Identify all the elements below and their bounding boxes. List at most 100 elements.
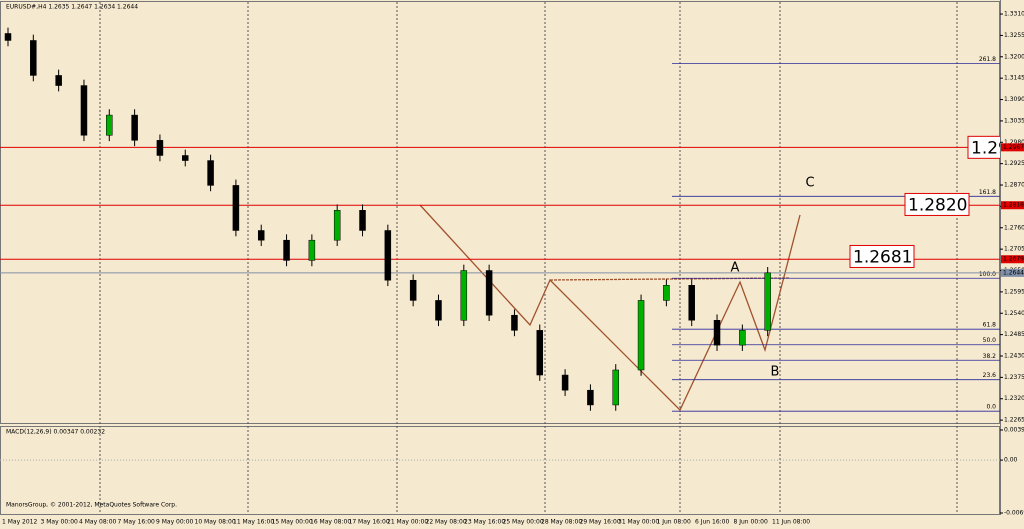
candle-body [663, 285, 670, 301]
main-frame [0, 1, 1000, 424]
candle-body [359, 210, 366, 231]
candle-body [688, 285, 695, 321]
macd-tick-label: -0.00698 [1004, 510, 1024, 517]
candle-body [485, 270, 493, 316]
x-tick-label: 17 May 16:00 [349, 519, 390, 526]
macd-label: MACD(12,26,9) 0.00347 0.00232 [6, 429, 105, 436]
callout: 1.2820 [908, 195, 967, 215]
x-tick-label: 11 Jun 08:00 [772, 519, 810, 526]
macd-tick-label: 0.00397 [1004, 427, 1024, 434]
candle-body [30, 40, 37, 76]
y-tick-label: 1.3145 [1004, 75, 1024, 82]
x-tick-label: 3 May 00:00 [41, 519, 79, 526]
level-tag [1001, 268, 1024, 277]
candle-body [283, 239, 290, 261]
x-tick-label: 21 May 00:00 [387, 519, 428, 526]
y-tick-label: 1.3035 [1004, 117, 1024, 124]
candle-body [587, 389, 594, 406]
candle-body [739, 330, 746, 346]
level-tag [1001, 201, 1024, 210]
callout: 1.2681 [853, 247, 912, 267]
price-axis [1000, 0, 1024, 529]
fib-label: 100.0 [979, 271, 996, 278]
candle-body [435, 300, 442, 321]
callout-box [849, 244, 915, 268]
candle-body [561, 374, 569, 391]
x-tick-label: 25 May 00:00 [503, 519, 544, 526]
candle-body [207, 160, 214, 186]
y-tick-label: 1.2375 [1004, 374, 1024, 381]
point-label: A [731, 261, 740, 276]
y-tick-label: 1.3255 [1004, 32, 1024, 39]
candle-body [612, 369, 619, 406]
x-tick-label: 31 May 00:00 [618, 519, 659, 526]
macd-tick-label: 0.00 [1004, 457, 1018, 464]
candle-body [460, 270, 468, 321]
fib-label: 23.6 [983, 372, 997, 379]
candle-body [232, 185, 240, 231]
candle-body [511, 314, 518, 331]
level-tag [1001, 255, 1024, 264]
x-tick-label: 6 Jun 16:00 [695, 519, 729, 526]
level-tag-label: 1.2967 [1003, 144, 1024, 151]
x-tick-label: 7 May 16:00 [118, 519, 156, 526]
candle-body [713, 319, 721, 346]
x-tick-label: 28 May 08:00 [541, 519, 582, 526]
fib-label: 61.8 [983, 322, 997, 329]
fib-label: 161.8 [979, 189, 996, 196]
candle-body [764, 272, 771, 331]
fib-label: 261.8 [979, 56, 996, 63]
time-grid [99, 2, 958, 514]
x-tick-label: 4 May 08:00 [79, 519, 117, 526]
y-tick-label: 1.2265 [1004, 417, 1024, 424]
x-tick-label: 16 May 08:00 [310, 519, 351, 526]
callout-box [904, 192, 970, 216]
point-label: C [805, 176, 814, 191]
candle-body [106, 114, 113, 136]
footer: ManorsGroup, © 2001-2012, MetaQuotes Sof… [6, 502, 177, 509]
candle-body [182, 155, 189, 161]
x-tick-label: 11 May 16:00 [233, 519, 274, 526]
candle-body [384, 230, 392, 281]
level-tag-label: 1.2818 [1003, 202, 1024, 209]
candle-body [637, 300, 645, 371]
chart-title: EURUSD#,H4 1.2635 1.2647 1.2634 1.2644 [6, 4, 138, 11]
x-tick-label: 9 May 00:00 [156, 519, 194, 526]
y-tick-label: 1.2595 [1004, 288, 1024, 295]
y-tick-label: 1.3200 [1004, 53, 1024, 60]
y-tick-label: 1.2925 [1004, 160, 1024, 167]
candle-body [80, 85, 88, 136]
x-tick-label: 29 May 16:00 [580, 519, 621, 526]
candle-body [156, 140, 164, 156]
candle-body [131, 114, 138, 141]
x-tick-label: 23 May 16:00 [464, 519, 505, 526]
candle-body [333, 210, 341, 241]
macd-frame [0, 426, 1000, 515]
fib-label: 50.0 [983, 337, 997, 344]
fib-label: 38.2 [983, 353, 997, 360]
x-tick-label: 22 May 08:00 [426, 519, 467, 526]
point-label: B [771, 365, 780, 380]
level-tag [1001, 143, 1024, 152]
y-tick-label: 1.2430 [1004, 352, 1024, 359]
y-tick-label: 1.2760 [1004, 224, 1024, 231]
y-tick-label: 1.2870 [1004, 182, 1024, 189]
candle-body [308, 239, 316, 261]
y-tick-label: 1.3090 [1004, 96, 1024, 103]
candle-body [257, 230, 265, 241]
y-tick-label: 1.2705 [1004, 246, 1024, 253]
candle-body [409, 279, 417, 301]
x-tick-label: 1 Jun 08:00 [657, 519, 691, 526]
level-tag-label: 1.2644 [1003, 269, 1024, 276]
candle-body [536, 330, 544, 376]
candle-body [55, 75, 62, 86]
y-tick-label: 1.2980 [1004, 139, 1024, 146]
x-tick-label: 15 May 00:00 [272, 519, 313, 526]
y-tick-label: 1.2320 [1004, 395, 1024, 402]
x-tick-label: 1 May 2012 [2, 519, 37, 526]
x-tick-label: 10 May 08:00 [195, 519, 236, 526]
y-tick-label: 1.2540 [1004, 310, 1024, 317]
y-tick-label: 1.2485 [1004, 331, 1024, 338]
candle-body [4, 33, 12, 41]
